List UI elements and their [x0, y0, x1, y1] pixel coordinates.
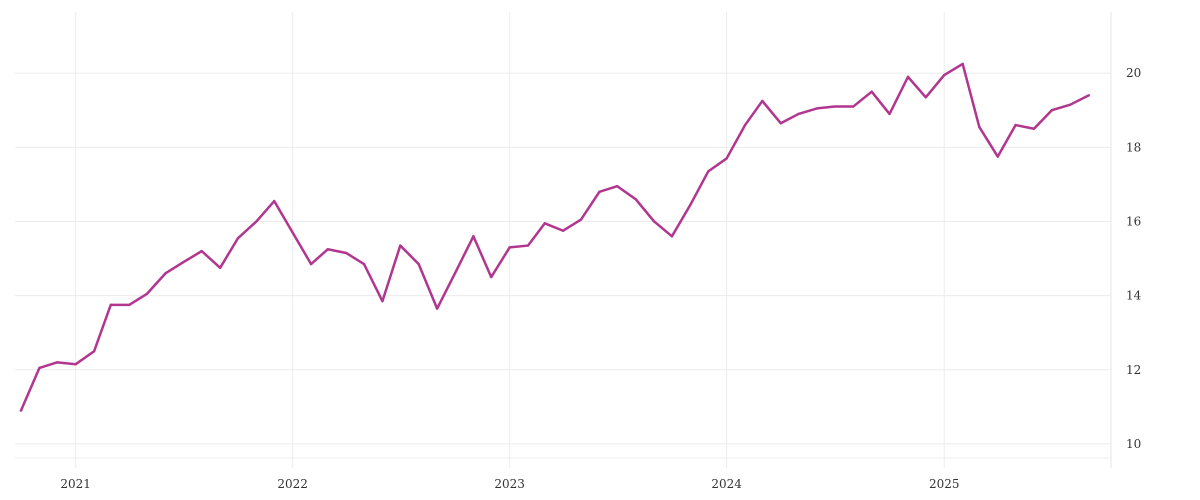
data-point	[670, 235, 674, 238]
y-tick-label: 18	[1126, 140, 1141, 154]
data-point	[127, 303, 131, 307]
data-point	[943, 73, 946, 77]
data-point	[598, 190, 601, 193]
data-point	[164, 272, 167, 275]
data-point	[38, 366, 41, 370]
data-point	[779, 122, 782, 125]
y-tick-label: 20	[1126, 66, 1141, 80]
data-point	[74, 363, 77, 366]
data-point	[743, 123, 747, 127]
data-point	[852, 105, 855, 108]
data-point	[815, 107, 819, 110]
data-point	[652, 220, 656, 223]
y-tick-label: 14	[1126, 289, 1142, 303]
data-point	[381, 299, 384, 303]
data-point	[616, 185, 619, 188]
series-layer	[19, 62, 1090, 412]
data-point	[797, 112, 800, 116]
x-tick-label: 2021	[60, 477, 91, 491]
data-point	[145, 292, 149, 295]
data-point	[56, 361, 59, 364]
data-point	[435, 307, 439, 310]
data-point	[634, 198, 637, 201]
y-grid	[15, 72, 1111, 459]
x-tick-label: 2023	[494, 477, 525, 491]
data-point	[453, 272, 457, 275]
data-point	[218, 266, 222, 269]
data-point	[182, 261, 185, 264]
data-point	[725, 157, 728, 160]
x-tick-label: 2024	[711, 477, 742, 491]
data-point	[472, 235, 475, 238]
y-tick-label: 16	[1126, 214, 1141, 228]
data-point	[689, 203, 692, 206]
data-point	[996, 155, 999, 158]
x-grid	[75, 12, 945, 468]
data-point	[236, 236, 240, 240]
y-tick-label: 12	[1126, 363, 1141, 377]
y-tick-label: 10	[1126, 437, 1141, 451]
data-point	[543, 222, 546, 225]
data-point	[579, 218, 583, 221]
data-point	[344, 251, 348, 255]
data-point	[309, 262, 313, 266]
data-point	[1014, 123, 1017, 127]
data-point	[906, 75, 910, 79]
data-point	[1050, 109, 1054, 112]
x-tick-label: 2025	[929, 477, 960, 491]
data-point	[273, 199, 276, 203]
data-point	[888, 112, 891, 116]
data-point	[508, 246, 511, 249]
data-point	[870, 90, 873, 93]
series-line	[19, 62, 1090, 412]
x-tick-label: 2022	[277, 477, 308, 491]
data-point	[362, 262, 366, 266]
data-point	[526, 244, 530, 247]
data-point	[399, 244, 402, 247]
data-point	[1032, 127, 1036, 130]
data-point	[490, 275, 493, 279]
data-point	[761, 99, 764, 103]
data-point	[92, 350, 96, 353]
data-point	[961, 62, 964, 66]
data-point	[1087, 94, 1090, 97]
data-point	[833, 105, 837, 108]
data-point	[924, 96, 927, 99]
data-point	[561, 229, 565, 232]
data-point	[978, 125, 981, 129]
data-point	[255, 220, 258, 223]
data-point	[291, 231, 294, 234]
data-point	[19, 409, 23, 412]
data-point	[200, 249, 203, 253]
data-point	[417, 262, 420, 266]
data-point	[326, 248, 329, 251]
y-tick-labels: 10 12 14 16 18 20	[1126, 66, 1142, 451]
data-point	[1069, 103, 1072, 106]
x-tick-labels: 2021 2022 2023 2024 2025	[60, 477, 959, 491]
data-point	[109, 303, 112, 307]
data-point	[707, 170, 710, 173]
